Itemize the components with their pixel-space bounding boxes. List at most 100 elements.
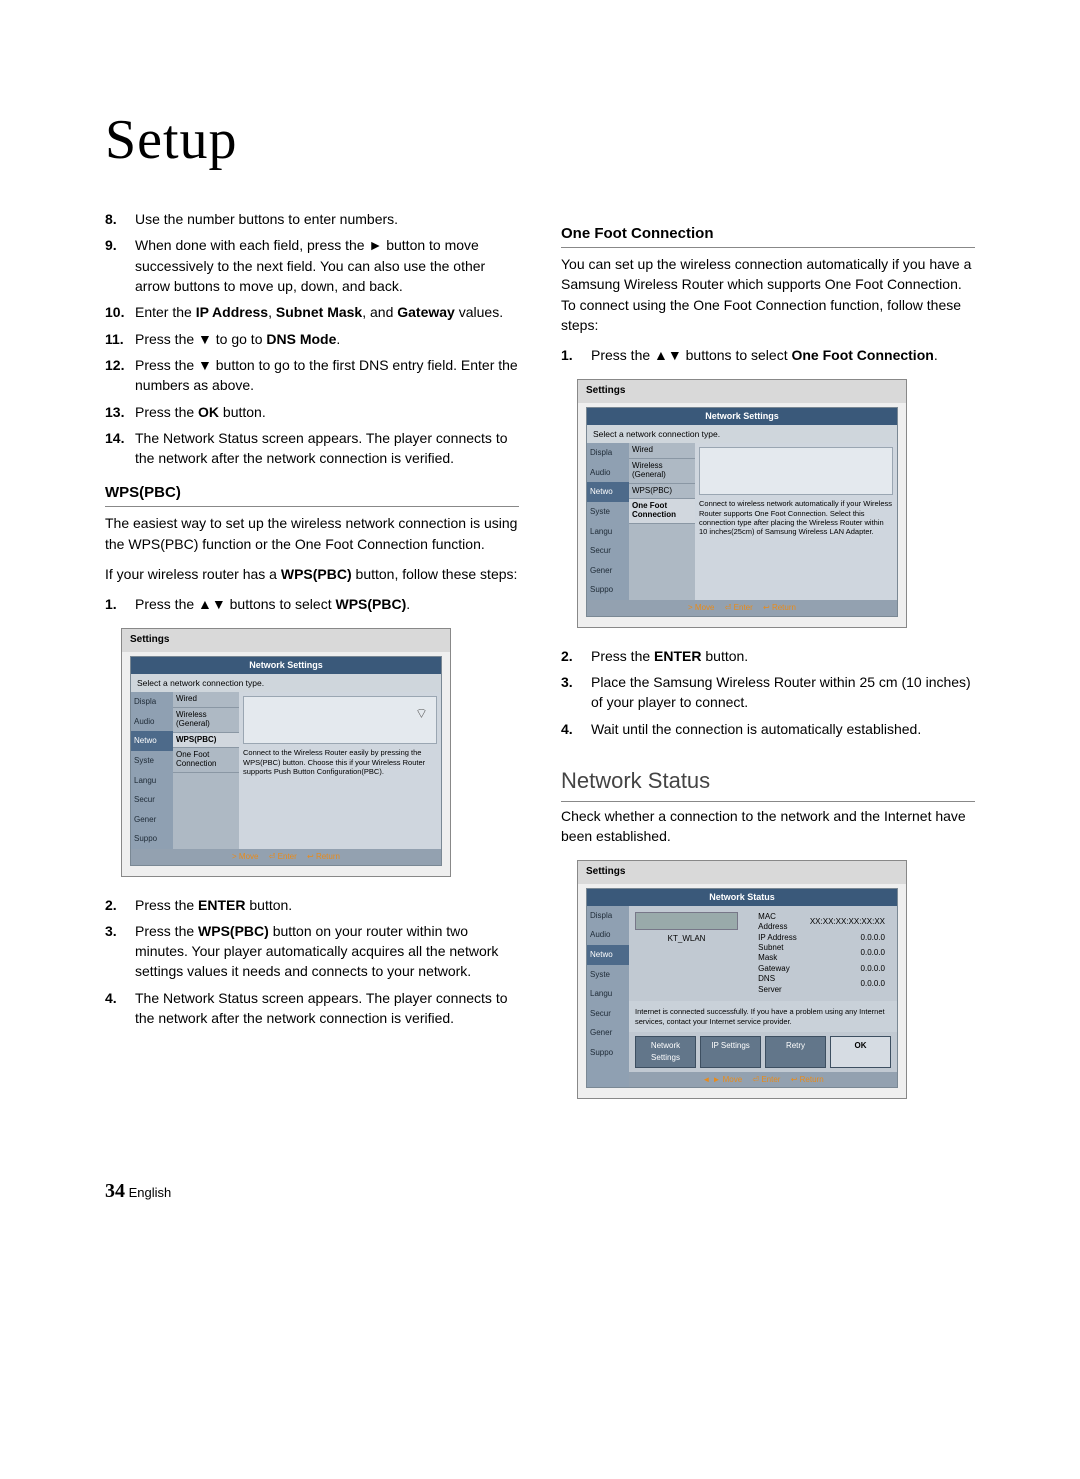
option-item: One Foot Connection	[173, 748, 239, 773]
ns-kv-table: MAC AddressXX:XX:XX:XX:XX:XXIP Address 0.…	[752, 912, 891, 995]
side-menu-item: Secur	[587, 1004, 629, 1024]
side-menu-item: Secur	[131, 790, 173, 810]
step-number: 12.	[105, 355, 127, 396]
option-item: Wireless (General)	[173, 708, 239, 733]
kv-value: 0.0.0.0	[804, 964, 891, 974]
figure-side-menu: DisplaAudioNetwoSysteLanguSecurGenerSupp…	[131, 692, 173, 849]
page-lang: English	[129, 1185, 172, 1200]
figure-description: Connect to wireless network automaticall…	[699, 499, 893, 537]
step-number: 9.	[105, 235, 127, 296]
option-item: Wired	[173, 692, 239, 708]
side-menu-item: Syste	[131, 751, 173, 771]
figure-panel-sub: Select a network connection type.	[587, 425, 897, 443]
kv-key: Gateway	[752, 964, 804, 974]
wps-heading: WPS(PBC)	[105, 482, 519, 507]
step-number: 4.	[561, 719, 583, 739]
side-menu-item: Netwo	[587, 945, 629, 965]
side-menu-item: Gener	[587, 561, 629, 581]
step-item: 12. Press the ▼ button to go to the first…	[105, 355, 519, 396]
step-item: 8. Use the number buttons to enter number…	[105, 209, 519, 229]
wps-intro-2: If your wireless router has a WPS(PBC) b…	[105, 564, 519, 584]
hint-move: > Move	[688, 603, 714, 612]
option-item: Wired	[629, 443, 695, 459]
figure-option-list: WiredWireless (General)WPS(PBC)One Foot …	[629, 443, 695, 600]
step-body: Use the number buttons to enter numbers.	[135, 209, 519, 229]
step-item: 4. Wait until the connection is automatic…	[561, 719, 975, 739]
side-menu-item: Netwo	[587, 482, 629, 502]
router-icon	[635, 912, 738, 930]
kv-value: XX:XX:XX:XX:XX:XX	[804, 912, 891, 933]
figure-panel-title: Network Status	[587, 889, 897, 906]
step-body: Wait until the connection is automatical…	[591, 719, 975, 739]
step-body: The Network Status screen appears. The p…	[135, 428, 519, 469]
step-number: 14.	[105, 428, 127, 469]
two-column-layout: 8. Use the number buttons to enter number…	[105, 209, 975, 1117]
figure-side-menu: DisplaAudioNetwoSysteLanguSecurGenerSupp…	[587, 906, 629, 1087]
side-menu-item: Displa	[587, 443, 629, 463]
figure-topbar: Settings	[578, 380, 906, 403]
network-status-heading: Network Status	[561, 765, 975, 802]
step-body: Place the Samsung Wireless Router within…	[591, 672, 975, 713]
figure-topbar: Settings	[578, 861, 906, 884]
step-item: 1.Press the ▲▼ buttons to select WPS(PBC…	[105, 594, 519, 614]
hint-enter: ⏎ Enter	[269, 852, 297, 861]
hint-return: ↩ Return	[791, 1075, 824, 1084]
option-item: WPS(PBC)	[629, 484, 695, 500]
option-item: WPS(PBC)	[173, 733, 239, 749]
step-number: 11.	[105, 329, 127, 349]
step-body: Press the ▼ to go to DNS Mode.	[135, 329, 519, 349]
ns-message: Internet is connected successfully. If y…	[629, 1001, 897, 1033]
ofc-steps-bottom: 2.Press the ENTER button. 3.Place the Sam…	[561, 646, 975, 739]
step-number: 4.	[105, 988, 127, 1029]
option-item: Wireless (General)	[629, 459, 695, 484]
side-menu-item: Gener	[131, 810, 173, 830]
step-body: Press the ▲▼ buttons to select One Foot …	[591, 345, 975, 365]
side-menu-item: Audio	[131, 712, 173, 732]
hint-move: > Move	[232, 852, 258, 861]
step-number: 3.	[105, 921, 127, 982]
figure-illustration	[699, 447, 893, 495]
network-status-intro: Check whether a connection to the networ…	[561, 806, 975, 847]
step-body: When done with each field, press the ► b…	[135, 235, 519, 296]
kv-key: IP Address	[752, 933, 804, 943]
figure-panel-sub: Select a network connection type.	[131, 674, 441, 692]
figure-illustration: ⌔	[243, 696, 437, 744]
setup-steps-a: 8. Use the number buttons to enter number…	[105, 209, 519, 468]
step-number: 2.	[105, 895, 127, 915]
ns-button: Network Settings	[635, 1036, 696, 1067]
side-menu-item: Displa	[131, 692, 173, 712]
step-number: 2.	[561, 646, 583, 666]
side-menu-item: Syste	[587, 965, 629, 985]
page-number: 34	[105, 1180, 125, 1202]
side-menu-item: Displa	[587, 906, 629, 926]
step-number: 1.	[561, 345, 583, 365]
step-number: 10.	[105, 302, 127, 322]
step-body: Press the OK button.	[135, 402, 519, 422]
step-item: 3.Place the Samsung Wireless Router with…	[561, 672, 975, 713]
side-menu-item: Audio	[587, 925, 629, 945]
step-body: Press the ▼ button to go to the first DN…	[135, 355, 519, 396]
figure-main-area: ⌔ Connect to the Wireless Router easily …	[239, 692, 441, 849]
option-item: One Foot Connection	[629, 499, 695, 524]
ns-button: OK	[830, 1036, 891, 1067]
kv-key: MAC Address	[752, 912, 804, 933]
hint-move: ◄ ► Move	[702, 1075, 742, 1084]
wps-steps-top: 1.Press the ▲▼ buttons to select WPS(PBC…	[105, 594, 519, 614]
step-number: 8.	[105, 209, 127, 229]
hint-return: ↩ Return	[763, 603, 796, 612]
step-body: Press the WPS(PBC) button on your router…	[135, 921, 519, 982]
step-item: 9.When done with each field, press the ►…	[105, 235, 519, 296]
side-menu-item: Langu	[587, 984, 629, 1004]
figure-option-list: WiredWireless (General)WPS(PBC)One Foot …	[173, 692, 239, 849]
figure-topbar: Settings	[122, 629, 450, 652]
step-item: 2.Press the ENTER button.	[561, 646, 975, 666]
side-menu-item: Netwo	[131, 731, 173, 751]
step-item: 10.Enter the IP Address, Subnet Mask, an…	[105, 302, 519, 322]
kv-value: 0.0.0.0	[804, 974, 891, 995]
side-menu-item: Langu	[587, 522, 629, 542]
ns-wlan-label: KT_WLAN	[668, 934, 706, 943]
wps-steps-bottom: 2.Press the ENTER button.3.Press the WPS…	[105, 895, 519, 1029]
kv-key: Subnet Mask	[752, 943, 804, 964]
step-body: Press the ▲▼ buttons to select WPS(PBC).	[135, 594, 519, 614]
side-menu-item: Syste	[587, 502, 629, 522]
